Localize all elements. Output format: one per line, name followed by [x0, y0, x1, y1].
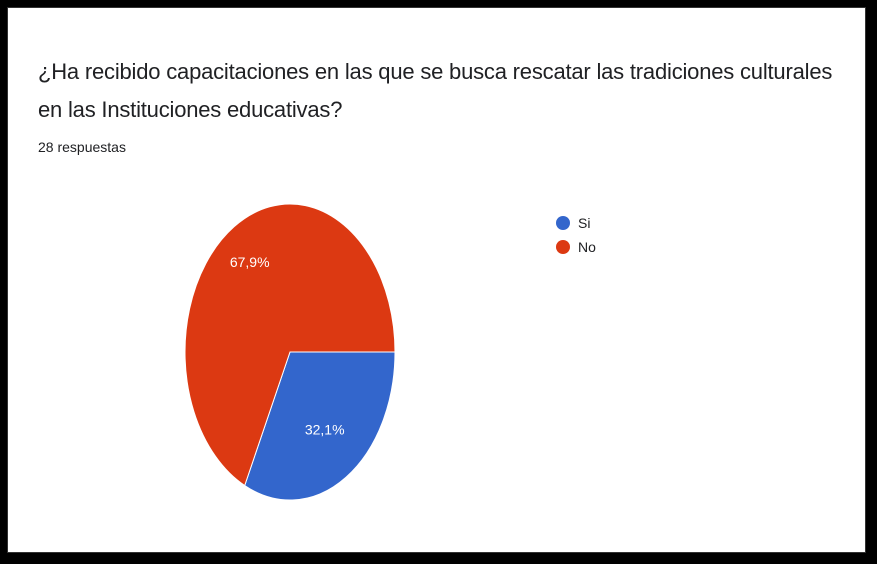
legend-label-no: No — [578, 239, 596, 255]
legend-label-si: Si — [578, 215, 591, 231]
pie-slice-no[interactable] — [184, 203, 396, 487]
legend-item-si[interactable]: Si — [556, 211, 596, 235]
chart-title: ¿Ha recibido capacitaciones en las que s… — [38, 59, 833, 122]
pie-slice-si[interactable] — [244, 351, 396, 501]
chart-card: ¿Ha recibido capacitaciones en las que s… — [8, 8, 865, 552]
legend-item-no[interactable]: No — [556, 235, 596, 259]
legend: Si No — [556, 211, 596, 259]
slice-label-no: 67,9% — [230, 254, 270, 270]
legend-dot-no — [556, 240, 570, 254]
pie-chart: 32,1% 67,9% — [184, 203, 396, 501]
slice-label-si: 32,1% — [305, 422, 345, 438]
legend-dot-si — [556, 216, 570, 230]
response-count: 28 respuestas — [38, 139, 126, 155]
